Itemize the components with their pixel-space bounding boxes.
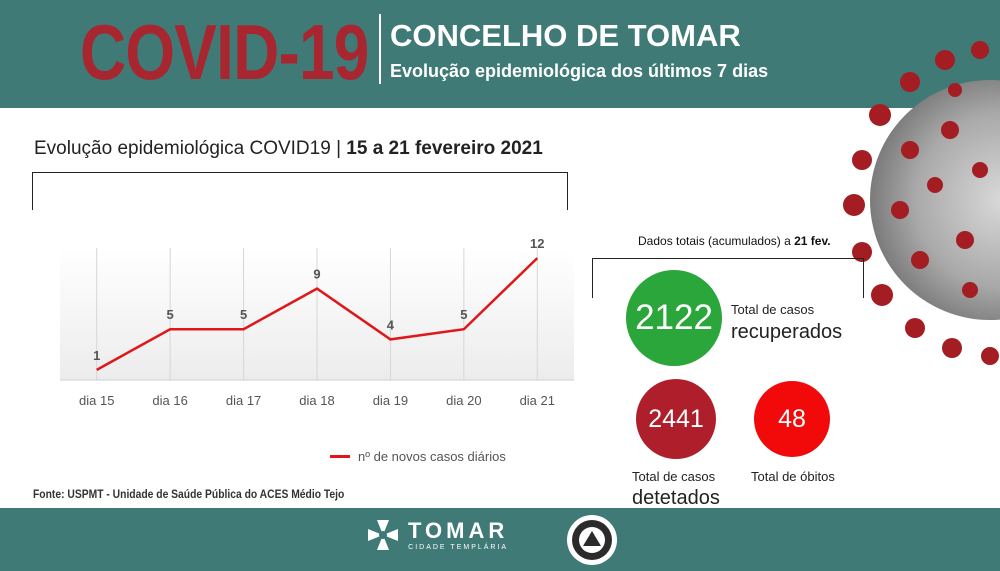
civil-protection-emblem-icon bbox=[567, 515, 617, 565]
chart-legend: nº de novos casos diários bbox=[330, 449, 506, 464]
legend-label: nº de novos casos diários bbox=[358, 449, 506, 464]
series-line-new-cases bbox=[96, 257, 539, 371]
data-label: 9 bbox=[313, 267, 320, 282]
totals-heading-prefix: Dados totais (acumulados) a bbox=[638, 234, 791, 248]
x-tick-label: dia 20 bbox=[446, 393, 481, 408]
x-tick-label: dia 21 bbox=[520, 393, 555, 408]
detected-total-circle: 2441 bbox=[636, 379, 716, 459]
recovered-total-value: 2122 bbox=[635, 298, 713, 337]
recovered-label-line2: recuperados bbox=[731, 321, 843, 343]
gridlines bbox=[96, 248, 538, 380]
recovered-total-circle: 2122 bbox=[626, 270, 722, 366]
coronavirus-illustration bbox=[843, 41, 1000, 365]
deaths-label: Total de óbitos bbox=[751, 469, 835, 484]
x-tick-label: dia 18 bbox=[299, 393, 334, 408]
totals-heading-date: 21 fev. bbox=[794, 234, 831, 248]
data-label: 12 bbox=[530, 236, 544, 251]
footer-band bbox=[0, 508, 1000, 571]
x-axis-ticks: dia 15 dia 16 dia 17 dia 18 dia 19 dia 20 dia … bbox=[79, 393, 555, 408]
deaths-total-circle: 48 bbox=[754, 381, 830, 457]
title-divider bbox=[379, 14, 381, 84]
data-labels: 1 5 5 9 4 5 12 bbox=[93, 236, 544, 363]
totals-heading: Dados totais (acumulados) a 21 fev. bbox=[638, 234, 831, 248]
chart-title-prefix: Evolução epidemiológica COVID19 bbox=[34, 138, 331, 159]
data-label: 4 bbox=[387, 317, 395, 332]
chart-title-range: 15 a 21 fevereiro 2021 bbox=[346, 138, 543, 159]
x-tick-label: dia 19 bbox=[373, 393, 408, 408]
tomar-logo: TOMAR CIDADE TEMPLÁRIA bbox=[366, 518, 508, 552]
data-label: 5 bbox=[167, 307, 174, 322]
header-subtitle: Evolução epidemiológica dos últimos 7 di… bbox=[390, 61, 769, 81]
legend-swatch bbox=[330, 455, 350, 458]
deaths-total-value: 48 bbox=[778, 404, 806, 433]
detected-total-value: 2441 bbox=[648, 404, 704, 433]
data-label: 5 bbox=[460, 307, 467, 322]
tomar-logo-text: TOMAR CIDADE TEMPLÁRIA bbox=[408, 517, 509, 552]
templar-cross-icon bbox=[368, 520, 398, 550]
chart-bracket bbox=[32, 172, 568, 210]
chart-title-separator: | bbox=[336, 138, 341, 159]
data-label: 5 bbox=[240, 307, 247, 322]
covid-title: COVID-19 bbox=[80, 8, 369, 96]
tomar-logo-name: TOMAR bbox=[408, 517, 509, 543]
x-tick-label: dia 15 bbox=[79, 393, 114, 408]
recovered-label-line1: Total de casos bbox=[731, 302, 815, 317]
detected-label-line1: Total de casos bbox=[632, 469, 716, 484]
tomar-logo-tagline: CIDADE TEMPLÁRIA bbox=[408, 543, 509, 551]
x-tick-label: dia 16 bbox=[152, 393, 187, 408]
detected-label-line2: detetados bbox=[632, 487, 720, 509]
source-note: Fonte: USPMT - Unidade de Saúde Pública … bbox=[33, 487, 345, 501]
header-title: CONCELHO DE TOMAR bbox=[390, 18, 741, 53]
chart-title: Evolução epidemiológica COVID19 | 15 a 2… bbox=[34, 138, 543, 160]
header-band bbox=[0, 0, 1000, 108]
x-tick-label: dia 17 bbox=[226, 393, 261, 408]
data-label: 1 bbox=[93, 348, 100, 363]
totals-bracket bbox=[592, 258, 864, 298]
